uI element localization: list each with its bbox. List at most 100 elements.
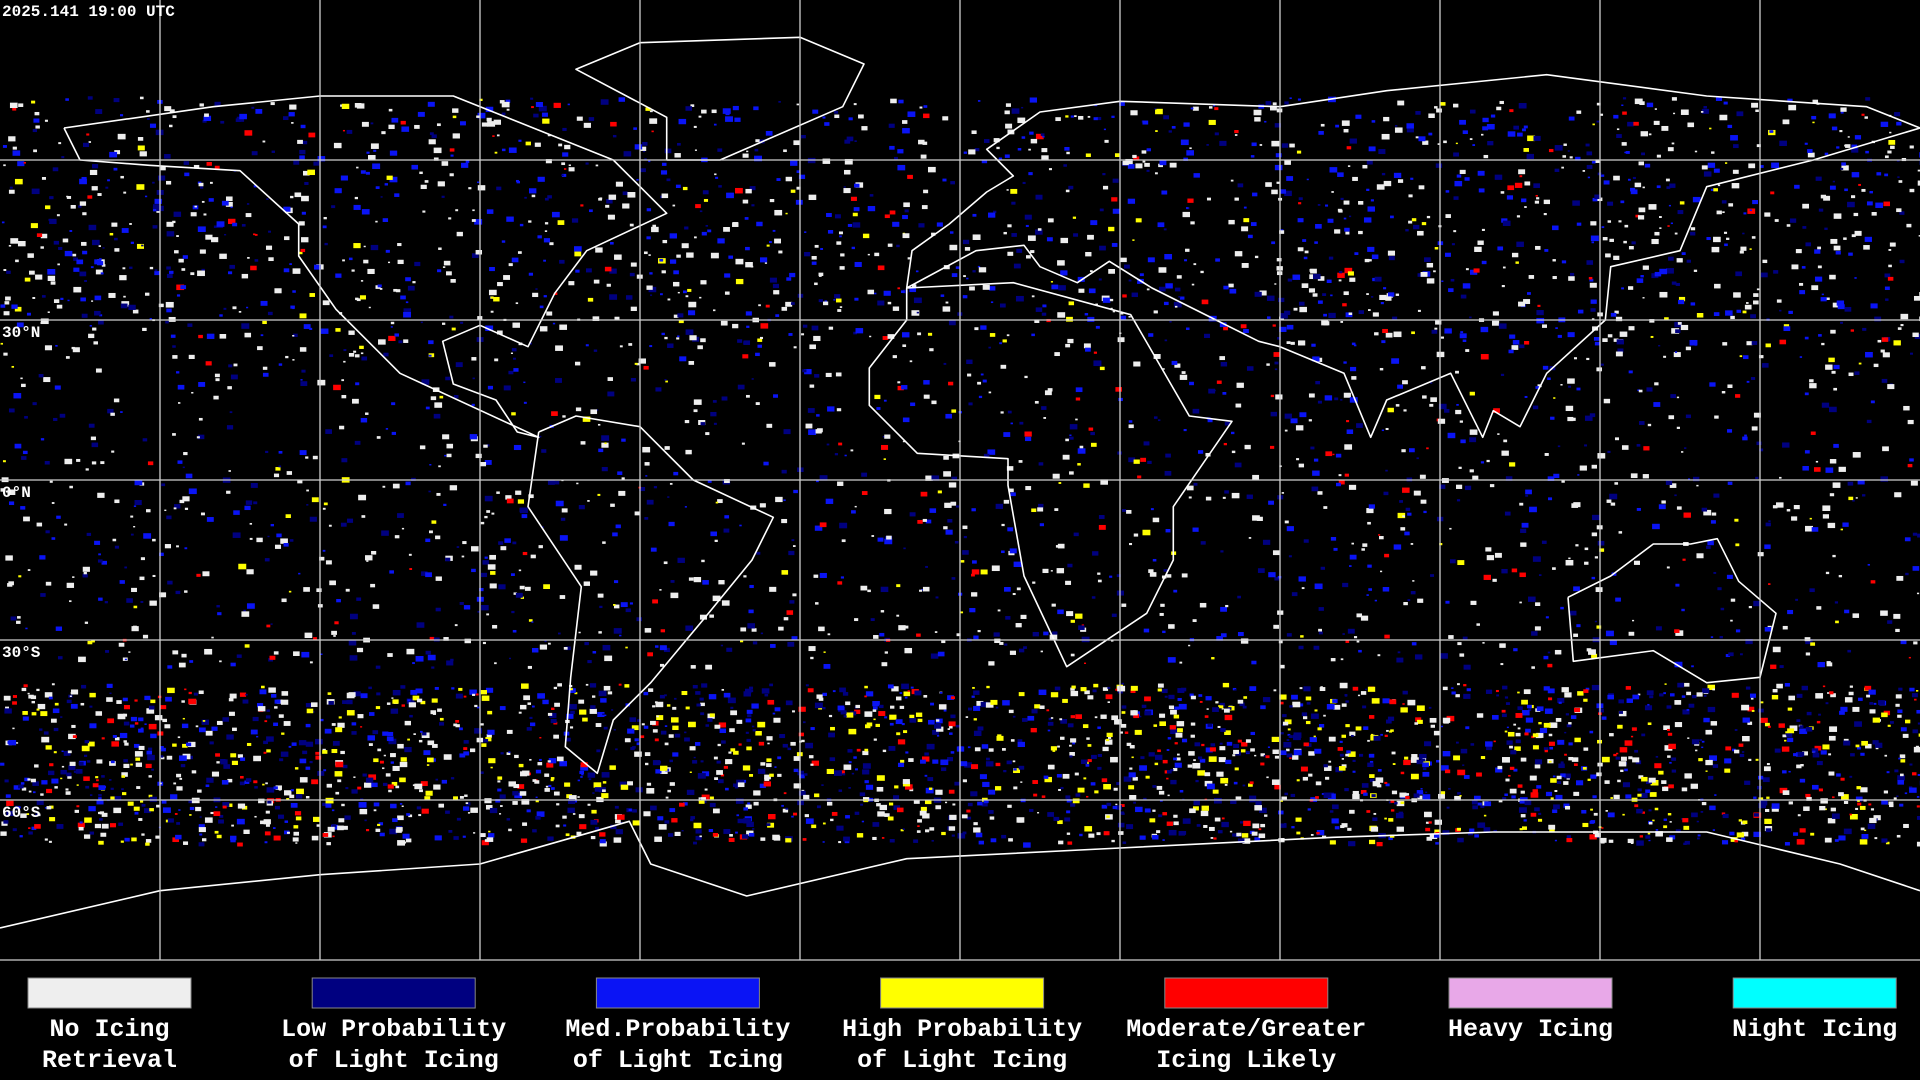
icing-pixel [183,161,189,165]
icing-pixel [843,186,846,188]
icing-pixel [1385,332,1393,338]
icing-pixel [1104,139,1109,143]
icing-pixel [1685,346,1691,351]
icing-pixel [793,489,798,494]
icing-pixel [1521,826,1527,830]
icing-pixel [1243,206,1247,209]
icing-pixel [874,252,880,257]
icing-pixel [1252,192,1258,197]
icing-pixel [508,263,513,267]
icing-pixel [812,109,819,114]
icing-pixel [187,323,193,327]
icing-pixel [896,732,901,736]
icing-pixel [674,697,677,700]
icing-pixel [468,187,472,190]
icing-pixel [299,450,307,455]
icing-pixel [449,173,454,177]
icing-pixel [278,714,284,718]
icing-pixel [222,717,229,722]
icing-pixel [1426,836,1433,841]
icing-pixel [1133,533,1139,537]
icing-pixel [836,241,842,245]
icing-pixel [977,726,984,731]
icing-pixel [513,368,519,372]
icing-pixel [1638,207,1646,213]
icing-pixel [1089,270,1093,273]
icing-pixel [660,170,668,175]
icing-pixel [1309,737,1317,743]
icing-pixel [1191,283,1195,286]
icing-pixel [1828,771,1835,776]
icing-pixel [203,115,212,122]
icing-pixel [426,764,430,766]
icing-pixel [1127,198,1136,204]
icing-pixel [1829,274,1836,280]
icing-pixel [357,786,362,790]
icing-pixel [1480,326,1489,333]
icing-pixel [713,123,717,126]
icing-pixel [1372,817,1378,822]
icing-pixel [774,707,781,712]
icing-pixel [501,112,506,116]
icing-pixel [1102,746,1109,752]
icing-pixel [1640,131,1648,137]
icing-pixel [654,836,662,842]
icing-pixel [215,806,218,808]
icing-pixel [1234,134,1238,136]
icing-pixel [1674,661,1683,668]
icing-pixel [1822,685,1826,688]
icing-pixel [1347,628,1355,634]
icing-pixel [237,842,243,847]
icing-pixel [1725,310,1733,316]
icing-pixel [963,275,966,278]
icing-pixel [535,288,538,290]
icing-pixel [12,701,17,705]
icing-pixel [239,781,245,786]
icing-pixel [515,302,519,305]
icing-pixel [746,746,752,751]
icing-pixel [1327,218,1334,223]
icing-pixel [742,834,749,839]
icing-pixel [334,621,339,625]
icing-pixel [1250,222,1257,227]
icing-pixel [403,308,412,314]
icing-pixel [774,766,777,768]
icing-pixel [931,232,936,236]
icing-pixel [324,242,328,246]
icing-pixel [983,139,990,143]
icing-pixel [298,251,303,255]
icing-pixel [407,699,411,702]
icing-pixel [1589,278,1594,282]
icing-pixel [1624,740,1633,746]
icing-pixel [352,398,359,404]
icing-pixel [1679,201,1685,205]
icing-pixel [375,220,378,223]
icing-pixel [87,640,93,645]
icing-pixel [484,460,492,465]
icing-pixel [766,736,773,741]
icing-pixel [1212,707,1219,712]
icing-pixel [498,584,506,590]
icing-pixel [1422,771,1430,777]
icing-pixel [709,802,716,808]
icing-pixel [1058,285,1066,291]
icing-pixel [526,727,532,731]
icing-pixel [1531,631,1538,636]
icing-pixel [292,333,298,337]
icing-pixel [1102,297,1111,303]
icing-pixel [385,249,390,253]
icing-pixel [609,268,617,274]
icing-pixel [34,764,39,768]
icing-pixel [902,828,905,830]
icing-pixel [940,759,949,766]
icing-pixel [245,778,252,782]
icing-pixel [745,804,752,809]
icing-pixel [338,818,345,823]
icing-pixel [983,799,989,804]
icing-pixel [322,748,326,752]
icing-pixel [1667,147,1674,152]
icing-pixel [130,533,134,536]
icing-pixel [199,833,203,836]
icing-pixel [963,151,968,154]
icing-pixel [1462,283,1471,289]
